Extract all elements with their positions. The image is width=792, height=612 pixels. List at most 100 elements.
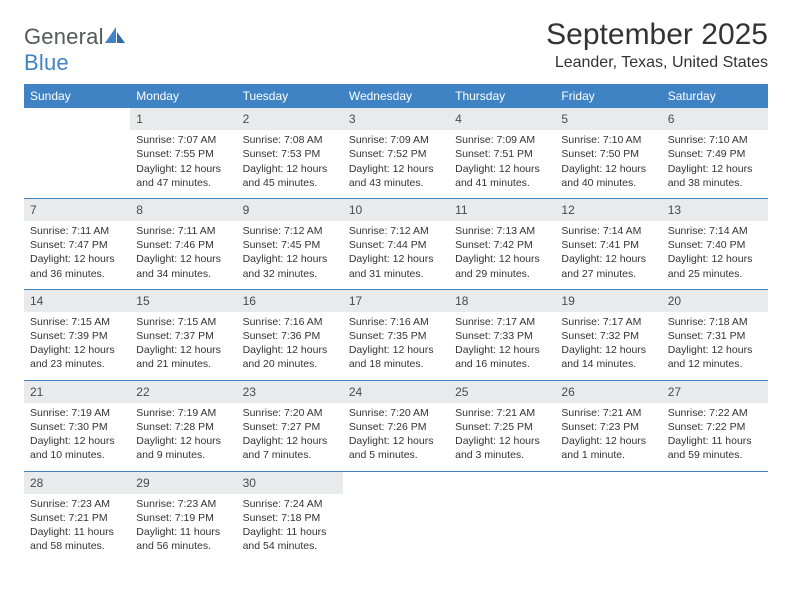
day-info-cell: Sunrise: 7:23 AMSunset: 7:19 PMDaylight:… xyxy=(130,494,236,562)
weekday-header: Saturday xyxy=(662,84,768,108)
day-info-cell: Sunrise: 7:15 AMSunset: 7:39 PMDaylight:… xyxy=(24,312,130,380)
daylight-line: Daylight: 11 hours and 59 minutes. xyxy=(668,434,762,462)
sunset-line: Sunset: 7:47 PM xyxy=(30,238,124,252)
day-number-cell xyxy=(555,471,661,494)
day-number-cell: 2 xyxy=(237,108,343,130)
daylight-line: Daylight: 12 hours and 40 minutes. xyxy=(561,162,655,190)
sunrise-line: Sunrise: 7:19 AM xyxy=(136,406,230,420)
day-number-row: 14151617181920 xyxy=(24,289,768,312)
sunrise-line: Sunrise: 7:23 AM xyxy=(30,497,124,511)
daylight-line: Daylight: 11 hours and 54 minutes. xyxy=(243,525,337,553)
day-number-cell: 24 xyxy=(343,380,449,403)
day-number-row: 123456 xyxy=(24,108,768,130)
daylight-line: Daylight: 12 hours and 21 minutes. xyxy=(136,343,230,371)
day-number-cell: 4 xyxy=(449,108,555,130)
day-number-cell xyxy=(662,471,768,494)
sunrise-line: Sunrise: 7:16 AM xyxy=(243,315,337,329)
sunrise-line: Sunrise: 7:11 AM xyxy=(30,224,124,238)
brand-text: GeneralBlue xyxy=(24,24,126,76)
day-info-cell: Sunrise: 7:21 AMSunset: 7:25 PMDaylight:… xyxy=(449,403,555,471)
sunrise-line: Sunrise: 7:08 AM xyxy=(243,133,337,147)
sunrise-line: Sunrise: 7:15 AM xyxy=(30,315,124,329)
sunrise-line: Sunrise: 7:09 AM xyxy=(455,133,549,147)
sunrise-line: Sunrise: 7:16 AM xyxy=(349,315,443,329)
day-number-cell: 23 xyxy=(237,380,343,403)
sunrise-line: Sunrise: 7:10 AM xyxy=(561,133,655,147)
sunrise-line: Sunrise: 7:18 AM xyxy=(668,315,762,329)
daylight-line: Daylight: 12 hours and 38 minutes. xyxy=(668,162,762,190)
sunrise-line: Sunrise: 7:12 AM xyxy=(243,224,337,238)
sunset-line: Sunset: 7:37 PM xyxy=(136,329,230,343)
day-info-cell xyxy=(662,494,768,562)
sail-icon xyxy=(104,26,126,44)
weekday-header: Tuesday xyxy=(237,84,343,108)
day-number-cell xyxy=(449,471,555,494)
day-info-cell xyxy=(24,130,130,198)
sunrise-line: Sunrise: 7:12 AM xyxy=(349,224,443,238)
daylight-line: Daylight: 12 hours and 23 minutes. xyxy=(30,343,124,371)
daylight-line: Daylight: 12 hours and 32 minutes. xyxy=(243,252,337,280)
day-info-cell: Sunrise: 7:09 AMSunset: 7:51 PMDaylight:… xyxy=(449,130,555,198)
weekday-header: Sunday xyxy=(24,84,130,108)
day-number-cell: 29 xyxy=(130,471,236,494)
brand-word-1: General xyxy=(24,24,104,49)
day-info-cell: Sunrise: 7:19 AMSunset: 7:28 PMDaylight:… xyxy=(130,403,236,471)
month-title: September 2025 xyxy=(546,18,768,52)
sunset-line: Sunset: 7:40 PM xyxy=(668,238,762,252)
daylight-line: Daylight: 12 hours and 14 minutes. xyxy=(561,343,655,371)
sunrise-line: Sunrise: 7:24 AM xyxy=(243,497,337,511)
day-info-cell: Sunrise: 7:18 AMSunset: 7:31 PMDaylight:… xyxy=(662,312,768,380)
calendar-page: GeneralBlue September 2025 Leander, Texa… xyxy=(0,0,792,579)
sunset-line: Sunset: 7:27 PM xyxy=(243,420,337,434)
sunset-line: Sunset: 7:42 PM xyxy=(455,238,549,252)
sunrise-line: Sunrise: 7:21 AM xyxy=(561,406,655,420)
sunset-line: Sunset: 7:19 PM xyxy=(136,511,230,525)
day-info-cell: Sunrise: 7:22 AMSunset: 7:22 PMDaylight:… xyxy=(662,403,768,471)
day-number-cell: 25 xyxy=(449,380,555,403)
day-info-cell: Sunrise: 7:14 AMSunset: 7:40 PMDaylight:… xyxy=(662,221,768,289)
weekday-header-row: Sunday Monday Tuesday Wednesday Thursday… xyxy=(24,84,768,108)
daylight-line: Daylight: 12 hours and 10 minutes. xyxy=(30,434,124,462)
sunset-line: Sunset: 7:55 PM xyxy=(136,147,230,161)
day-info-cell: Sunrise: 7:23 AMSunset: 7:21 PMDaylight:… xyxy=(24,494,130,562)
day-number-cell: 15 xyxy=(130,289,236,312)
day-number-cell: 5 xyxy=(555,108,661,130)
day-number-cell: 11 xyxy=(449,198,555,221)
sunrise-line: Sunrise: 7:19 AM xyxy=(30,406,124,420)
day-info-cell: Sunrise: 7:21 AMSunset: 7:23 PMDaylight:… xyxy=(555,403,661,471)
header: GeneralBlue September 2025 Leander, Texa… xyxy=(24,18,768,76)
day-number-row: 21222324252627 xyxy=(24,380,768,403)
day-info-cell: Sunrise: 7:17 AMSunset: 7:33 PMDaylight:… xyxy=(449,312,555,380)
day-info-cell: Sunrise: 7:13 AMSunset: 7:42 PMDaylight:… xyxy=(449,221,555,289)
daylight-line: Daylight: 12 hours and 36 minutes. xyxy=(30,252,124,280)
weekday-header: Friday xyxy=(555,84,661,108)
daylight-line: Daylight: 12 hours and 34 minutes. xyxy=(136,252,230,280)
daylight-line: Daylight: 11 hours and 56 minutes. xyxy=(136,525,230,553)
calendar-table: Sunday Monday Tuesday Wednesday Thursday… xyxy=(24,84,768,561)
sunset-line: Sunset: 7:51 PM xyxy=(455,147,549,161)
day-info-row: Sunrise: 7:11 AMSunset: 7:47 PMDaylight:… xyxy=(24,221,768,289)
day-number-cell: 19 xyxy=(555,289,661,312)
day-info-cell: Sunrise: 7:20 AMSunset: 7:27 PMDaylight:… xyxy=(237,403,343,471)
day-number-cell: 22 xyxy=(130,380,236,403)
daylight-line: Daylight: 12 hours and 43 minutes. xyxy=(349,162,443,190)
sunrise-line: Sunrise: 7:14 AM xyxy=(668,224,762,238)
sunrise-line: Sunrise: 7:11 AM xyxy=(136,224,230,238)
day-info-cell: Sunrise: 7:11 AMSunset: 7:47 PMDaylight:… xyxy=(24,221,130,289)
day-info-cell: Sunrise: 7:16 AMSunset: 7:35 PMDaylight:… xyxy=(343,312,449,380)
day-info-cell xyxy=(449,494,555,562)
day-number-row: 78910111213 xyxy=(24,198,768,221)
day-info-cell: Sunrise: 7:20 AMSunset: 7:26 PMDaylight:… xyxy=(343,403,449,471)
day-info-cell: Sunrise: 7:07 AMSunset: 7:55 PMDaylight:… xyxy=(130,130,236,198)
weekday-header: Wednesday xyxy=(343,84,449,108)
location: Leander, Texas, United States xyxy=(546,54,768,72)
day-number-cell: 14 xyxy=(24,289,130,312)
daylight-line: Daylight: 12 hours and 29 minutes. xyxy=(455,252,549,280)
sunset-line: Sunset: 7:36 PM xyxy=(243,329,337,343)
sunrise-line: Sunrise: 7:23 AM xyxy=(136,497,230,511)
sunrise-line: Sunrise: 7:10 AM xyxy=(668,133,762,147)
day-number-cell: 6 xyxy=(662,108,768,130)
day-info-cell: Sunrise: 7:17 AMSunset: 7:32 PMDaylight:… xyxy=(555,312,661,380)
sunrise-line: Sunrise: 7:09 AM xyxy=(349,133,443,147)
day-number-cell: 30 xyxy=(237,471,343,494)
